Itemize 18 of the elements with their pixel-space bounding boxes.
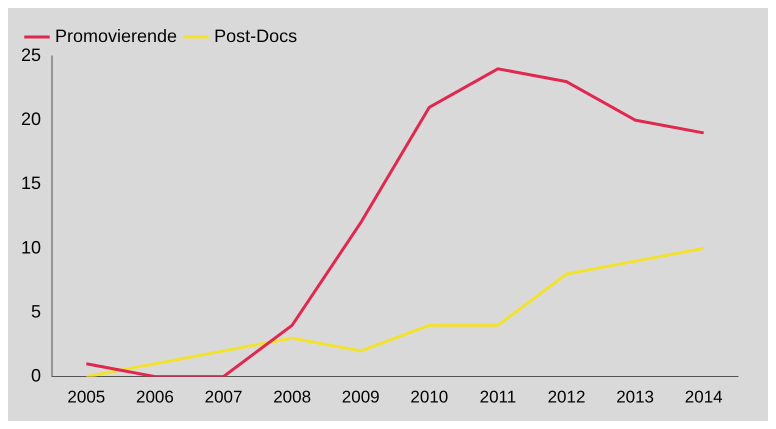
x-tick-label: 2012 (548, 387, 586, 406)
y-tick-label: 20 (20, 109, 42, 130)
x-tick-label: 2010 (410, 387, 448, 406)
y-tick-label: 10 (20, 237, 42, 258)
y-tick-label: 5 (31, 301, 42, 322)
legend-label: Promovierende (55, 26, 178, 46)
x-tick-label: 2013 (616, 387, 654, 406)
x-tick-label: 2009 (342, 387, 380, 406)
x-tick-label: 2005 (67, 387, 106, 406)
x-tick-label: 2007 (204, 387, 242, 406)
y-tick-label: 15 (20, 173, 42, 194)
x-tick-label: 2011 (480, 387, 516, 406)
y-tick-label: 0 (31, 366, 42, 386)
legend-label: Post-Docs (214, 26, 298, 46)
x-tick-label: 2006 (136, 387, 174, 406)
y-tick-label: 25 (20, 44, 42, 65)
x-tick-label: 2008 (273, 387, 312, 406)
x-tick-label: 2014 (684, 387, 723, 406)
